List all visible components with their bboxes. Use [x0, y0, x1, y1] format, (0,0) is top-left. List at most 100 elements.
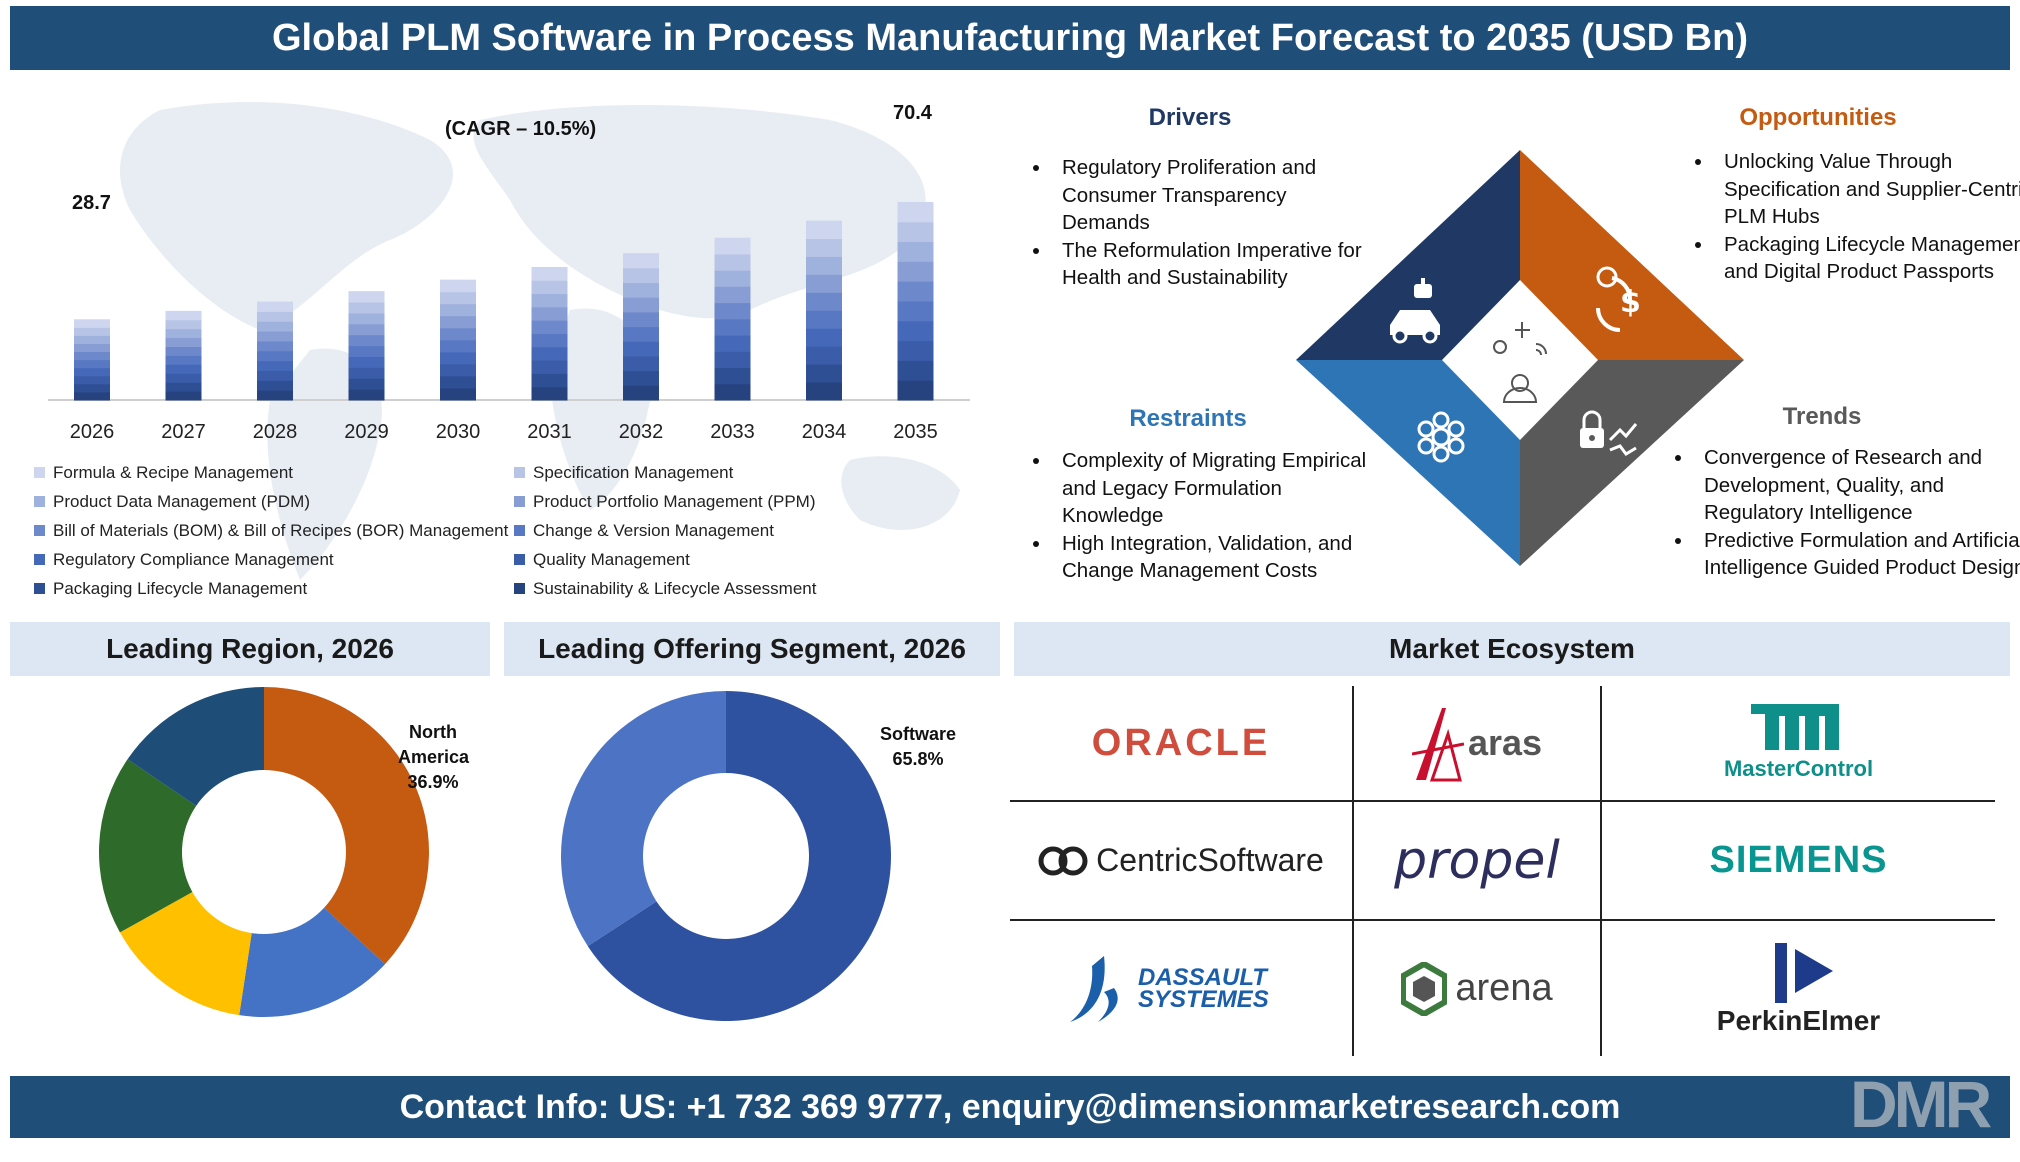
- x-tick-label: 2026: [70, 421, 115, 443]
- bar-segment: [623, 355, 659, 372]
- bar-segment: [257, 340, 293, 352]
- bar-segment: [257, 390, 293, 401]
- bar-segment: [440, 351, 476, 365]
- bar-segment: [348, 389, 385, 401]
- bar-segment: [74, 335, 110, 344]
- drivers-item: The Reformulation Imperative for Health …: [1052, 237, 1372, 292]
- bar-segment: [165, 355, 202, 365]
- x-tick-label: 2029: [344, 421, 389, 443]
- perkinelmer-icon: [1774, 942, 1833, 1003]
- bar-segment: [897, 301, 934, 322]
- bar-segment: [897, 261, 934, 282]
- bar-segment: [74, 383, 110, 393]
- perkinelmer-logo: PerkinElmer: [1602, 921, 1995, 1056]
- opportunities-list: Unlocking Value Through Specification an…: [1680, 148, 2020, 286]
- bar-segment: [257, 380, 293, 391]
- aras-logo: aras: [1354, 686, 1600, 800]
- bar-segment: [714, 383, 751, 401]
- bar-segment: [74, 319, 110, 328]
- bar-chart-panel: 2026 2027 2028 2029 2030 2031 2032 2033 2034 2035…: [10, 80, 1000, 610]
- bar: [74, 319, 110, 401]
- bar-segment: [165, 310, 202, 321]
- diamond-center: [1442, 280, 1598, 440]
- contact-footer: Contact Info: US: +1 732 369 9777, enqui…: [10, 1076, 2010, 1138]
- bar-segment: [531, 280, 568, 295]
- bar-segment: [440, 279, 476, 293]
- legend-item: Quality Management: [514, 545, 994, 574]
- bar-segment: [531, 373, 568, 388]
- bar: [897, 202, 934, 401]
- bar-segment: [897, 360, 934, 381]
- bar-segment: [165, 382, 202, 392]
- bar-segment: [714, 302, 751, 320]
- offering-label-name: Software: [879, 724, 957, 744]
- bar-segment: [806, 220, 842, 240]
- bar-segment: [897, 380, 934, 401]
- bar-segment: [257, 360, 293, 371]
- region-label: North America 36.9%: [388, 720, 478, 795]
- legend-swatch: [514, 496, 525, 507]
- bar-segment: [806, 364, 842, 383]
- bar-segment: [348, 345, 385, 357]
- region-donut-chart: [99, 687, 429, 1017]
- bar-segment: [806, 256, 842, 275]
- drivers-title: Drivers: [1148, 104, 1232, 131]
- legend-swatch: [34, 554, 45, 565]
- legend-item: Formula & Recipe Management: [34, 458, 514, 487]
- bar-segment: [165, 391, 202, 401]
- cagr-annotation: (CAGR – 10.5%): [445, 118, 597, 140]
- bar: [348, 291, 385, 401]
- drivers-item: Regulatory Proliferation and Consumer Tr…: [1052, 154, 1372, 237]
- bar-segment: [897, 221, 934, 243]
- bar-segment: [74, 351, 110, 361]
- x-tick-label: 2027: [161, 421, 206, 443]
- bar-segment: [440, 303, 476, 317]
- grid-divider: [1010, 919, 1995, 921]
- bar-segment: [714, 335, 751, 352]
- donut-slice: [561, 691, 726, 947]
- bar-segment: [165, 319, 202, 330]
- x-tick-label: 2028: [253, 421, 298, 443]
- grid-divider: [1352, 686, 1354, 1056]
- market-ecosystem-heading: Market Ecosystem: [1014, 622, 2010, 676]
- arena-icon: [1401, 961, 1448, 1016]
- bar-segment: [623, 311, 659, 328]
- centricsoftware-logo: CentricSoftware: [1010, 802, 1352, 919]
- legend-swatch: [514, 525, 525, 536]
- legend-column-right: Specification Management Product Portfol…: [514, 458, 994, 603]
- bar-segment: [74, 375, 110, 385]
- opportunities-item: Packaging Lifecycle Management and Digit…: [1714, 231, 2020, 286]
- page-title: Global PLM Software in Process Manufactu…: [10, 6, 2010, 70]
- bar-segment: [440, 387, 476, 401]
- bar-segment: [165, 364, 202, 374]
- bar-segment: [806, 274, 842, 293]
- bar-segment: [714, 237, 751, 255]
- restraints-quadrant: [1296, 360, 1520, 566]
- legend-item: Change & Version Management: [514, 516, 994, 545]
- bar-segment: [348, 291, 385, 303]
- bar-segment: [623, 370, 659, 386]
- offering-label: Software 65.8%: [868, 722, 968, 772]
- opportunities-title: Opportunities: [1739, 104, 1897, 131]
- bar: [257, 301, 293, 401]
- bar-segment: [165, 346, 202, 356]
- bar-segment: [257, 370, 293, 381]
- bar-segment: [806, 328, 842, 347]
- trends-title: Trends: [1782, 403, 1862, 430]
- x-tick-label: 2034: [802, 421, 847, 443]
- bar-segment: [74, 327, 110, 336]
- bar-segment: [440, 315, 476, 329]
- donut-slice: [127, 687, 264, 806]
- centric-icon: [1038, 846, 1088, 875]
- legend-swatch: [34, 583, 45, 594]
- legend-swatch: [514, 583, 525, 594]
- legend-swatch: [34, 525, 45, 536]
- lock-chart-icon: [1580, 410, 1638, 456]
- dmr-logo: DMR: [1850, 1067, 1992, 1141]
- bar-segment: [806, 346, 842, 365]
- bar-segment: [440, 339, 476, 353]
- legend-swatch: [34, 467, 45, 478]
- x-tick-label: 2032: [619, 421, 664, 443]
- bar: [806, 220, 842, 401]
- bar: [623, 253, 659, 401]
